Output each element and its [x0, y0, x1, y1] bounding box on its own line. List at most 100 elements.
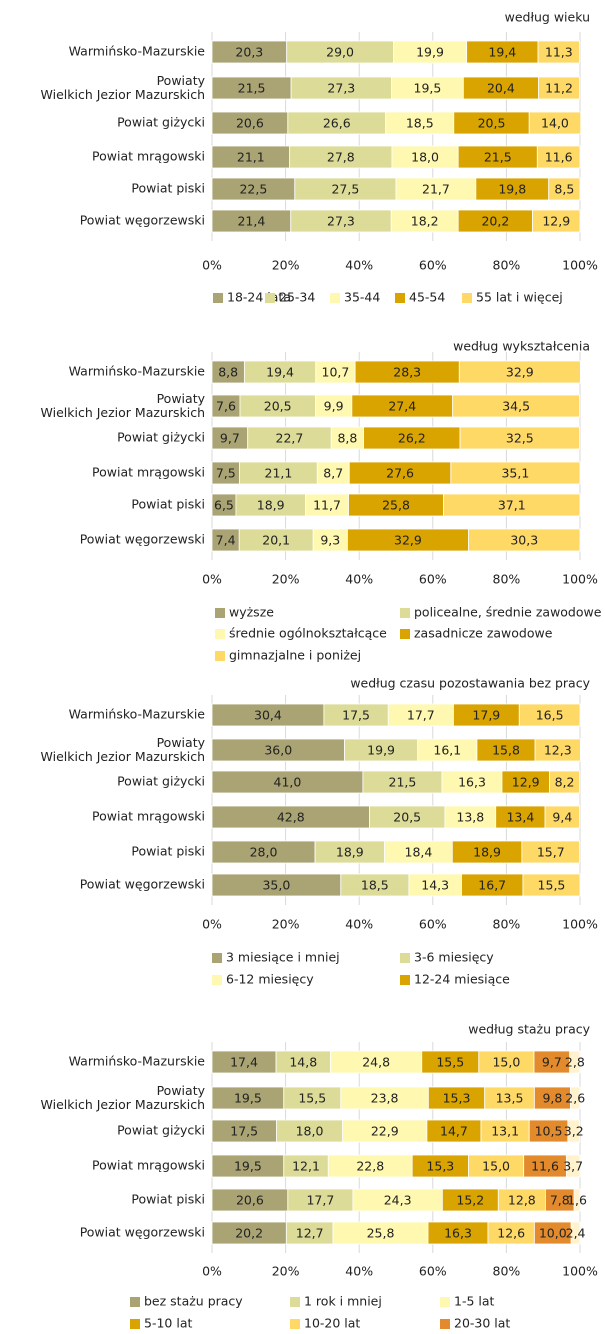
value-label: 20,3 — [235, 45, 263, 60]
legend-swatch — [290, 1319, 300, 1329]
value-label: 15,5 — [538, 878, 566, 893]
value-label: 12,9 — [542, 214, 570, 229]
value-label: 8,8 — [218, 365, 238, 380]
legend-label: 6-12 miesięcy — [226, 972, 314, 987]
value-label: 18,9 — [257, 498, 285, 513]
value-label: 17,9 — [472, 708, 500, 723]
x-tick-label: 80% — [493, 1264, 521, 1279]
value-label: 20,2 — [481, 214, 509, 229]
x-tick-label: 60% — [419, 572, 447, 587]
value-label: 20,1 — [262, 533, 290, 548]
legend-label: 55 lat i więcej — [476, 290, 563, 305]
x-tick-label: 60% — [419, 917, 447, 932]
value-label: 16,3 — [458, 775, 486, 790]
value-label: 15,5 — [436, 1055, 464, 1070]
value-label: 1,6 — [567, 1193, 587, 1208]
value-label: 24,3 — [384, 1193, 412, 1208]
value-label: 12,7 — [296, 1226, 324, 1241]
legend-swatch — [215, 629, 225, 639]
value-label: 19,9 — [416, 45, 444, 60]
value-label: 16,1 — [433, 743, 461, 758]
bar-segment — [458, 360, 581, 384]
value-label: 18,2 — [411, 214, 439, 229]
value-label: 17,5 — [230, 1124, 258, 1139]
value-label: 18,0 — [296, 1124, 324, 1139]
x-tick-label: 80% — [493, 258, 521, 273]
category-label: Powiat węgorzewski — [80, 532, 205, 547]
value-label: 27,8 — [327, 150, 355, 165]
value-label: 8,7 — [323, 466, 343, 481]
legend-swatch — [400, 608, 410, 618]
value-label: 6,5 — [214, 498, 234, 513]
value-label: 35,1 — [501, 466, 529, 481]
value-label: 17,5 — [342, 708, 370, 723]
value-label: 27,4 — [388, 399, 416, 414]
value-label: 12,1 — [292, 1159, 320, 1174]
bar-segment — [443, 493, 581, 517]
value-label: 42,8 — [277, 810, 305, 825]
legend-swatch — [400, 953, 410, 963]
value-label: 14,3 — [421, 878, 449, 893]
category-label: Warmińsko-Mazurskie — [69, 707, 206, 722]
legend-swatch — [213, 293, 223, 303]
bar-segment — [518, 703, 581, 727]
legend-swatch — [215, 608, 225, 618]
value-label: 21,7 — [422, 182, 450, 197]
bar-segment — [570, 1221, 581, 1245]
value-label: 18,0 — [411, 150, 439, 165]
value-label: 18,5 — [361, 878, 389, 893]
value-label: 27,6 — [386, 466, 414, 481]
legend-label: bez stażu pracy — [144, 1294, 243, 1309]
category-label: Powiaty Wielkich Jezior Mazurskich — [41, 391, 206, 420]
bar-segment — [537, 40, 581, 64]
value-label: 19,5 — [234, 1159, 262, 1174]
bar-segment — [565, 1154, 581, 1178]
value-label: 32,9 — [506, 365, 534, 380]
chart-title: według wieku — [505, 10, 590, 25]
legend-swatch — [215, 651, 225, 661]
value-label: 9,8 — [542, 1091, 562, 1106]
value-label: 21,5 — [389, 775, 417, 790]
value-label: 35,0 — [262, 878, 290, 893]
legend-swatch — [265, 293, 275, 303]
value-label: 27,3 — [327, 81, 355, 96]
value-label: 20,5 — [478, 116, 506, 131]
value-label: 41,0 — [274, 775, 302, 790]
category-label: Powiaty Wielkich Jezior Mazurskich — [41, 73, 206, 102]
legend-label: 3 miesiące i mniej — [226, 950, 340, 965]
x-tick-label: 0% — [202, 258, 222, 273]
legend-label: 25-34 — [279, 290, 315, 305]
value-label: 28,3 — [393, 365, 421, 380]
bar-segment — [536, 145, 581, 169]
x-tick-label: 0% — [202, 572, 222, 587]
legend-label: policealne, średnie zawodowe — [414, 605, 602, 620]
value-label: 9,7 — [220, 431, 240, 446]
value-label: 2,4 — [566, 1226, 586, 1241]
x-tick-label: 100% — [562, 572, 598, 587]
value-label: 18,9 — [473, 845, 501, 860]
category-label: Powiat piski — [131, 844, 205, 859]
value-label: 12,9 — [512, 775, 540, 790]
category-label: Powiat węgorzewski — [80, 213, 205, 228]
value-label: 28,0 — [250, 845, 278, 860]
category-label: Powiat węgorzewski — [80, 877, 205, 892]
legend-label: 20-30 lat — [454, 1316, 510, 1331]
value-label: 9,9 — [324, 399, 344, 414]
x-tick-label: 40% — [345, 917, 373, 932]
bar-segment — [567, 1119, 581, 1143]
category-label: Warmińsko-Mazurskie — [69, 364, 206, 379]
value-label: 15,5 — [298, 1091, 326, 1106]
bar-segment — [459, 426, 581, 450]
bar-segment — [450, 461, 581, 485]
value-label: 24,8 — [362, 1055, 390, 1070]
value-label: 36,0 — [264, 743, 292, 758]
value-label: 15,0 — [492, 1055, 520, 1070]
value-label: 21,1 — [265, 466, 293, 481]
x-tick-label: 20% — [272, 1264, 300, 1279]
value-label: 22,9 — [371, 1124, 399, 1139]
value-label: 16,3 — [444, 1226, 472, 1241]
legend-label: 10-20 lat — [304, 1316, 360, 1331]
value-label: 13,5 — [496, 1091, 524, 1106]
category-label: Powiaty Wielkich Jezior Mazurskich — [41, 1083, 206, 1112]
